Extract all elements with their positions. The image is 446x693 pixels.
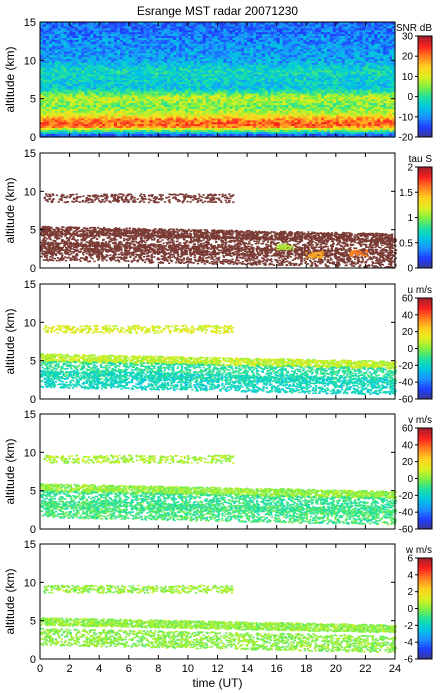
colorbar-tick-label: 0 [407,92,413,103]
SNR-colorbar-label: SNR dB [396,23,432,34]
w-colorbar-label: w m/s [405,545,432,556]
SNR-heatmap [40,22,396,138]
colorbar-tick-label: 20 [402,457,414,468]
y-tick-label: 0 [30,132,36,144]
v-heatmap [40,455,397,526]
tau-heatmap [40,193,397,268]
u-heatmap [40,325,397,395]
colorbar-tick-label: 20 [402,327,414,338]
colorbar-tick-label: 1.5 [399,188,413,199]
colorbar-tick-label: -2 [404,621,413,632]
colorbar-tick-label: -40 [399,378,414,389]
y-tick-label: 15 [24,148,36,160]
x-tick-label: 20 [330,663,342,675]
colorbar-tick-label: -6 [404,655,413,666]
tau-colorbar-label: tau S [409,154,433,165]
x-axis-label: time (UT) [193,676,243,690]
y-tick-label: 15 [24,539,36,551]
y-tick-label: 5 [30,486,36,498]
y-tick-label: 15 [24,409,36,421]
colorbar-tick-label: 0 [407,344,413,355]
colorbar-tick-label: 10 [402,72,414,83]
x-tick-label: 12 [211,663,223,675]
w-heatmap [40,585,397,653]
colorbar-tick-label: 2 [407,587,413,598]
y-tick-label: 5 [30,94,36,106]
x-tick-label: 22 [359,663,371,675]
y-tick-label: 15 [24,279,36,291]
colorbar-tick-label: 20 [402,52,414,63]
x-tick-label: 10 [182,663,194,675]
y-axis-label: altitude (km) [3,308,17,374]
x-tick-label: 2 [67,663,73,675]
y-tick-label: 0 [30,654,36,666]
x-tick-label: 14 [241,663,253,675]
y-axis-label: altitude (km) [3,568,17,634]
y-axis-label: altitude (km) [3,177,17,243]
colorbar-tick-label: 0 [407,264,413,275]
colorbar-tick-label: -20 [399,361,414,372]
colorbar-tick-label: -20 [399,133,414,144]
colorbar-tick-label: 40 [402,440,414,451]
y-tick-label: 5 [30,225,36,237]
colorbar-tick-label: 0.5 [399,238,413,249]
y-tick-label: 0 [30,524,36,536]
x-tick-label: 0 [37,663,43,675]
x-tick-label: 6 [126,663,132,675]
colorbar-tick-label: -20 [399,491,414,502]
colorbar-tick-label: 0 [407,474,413,485]
colorbar-tick-label: -4 [404,638,413,649]
y-tick-label: 10 [24,577,36,589]
x-tick-label: 18 [300,663,312,675]
y-tick-label: 10 [24,447,36,459]
colorbar-tick-label: 0 [407,604,413,615]
colorbar-tick-label: -10 [399,112,414,123]
x-tick-label: 24 [389,663,401,675]
colorbar-tick-label: -40 [399,508,414,519]
y-tick-label: 15 [24,17,36,29]
y-tick-label: 10 [24,55,36,67]
y-axis-label: altitude (km) [3,438,17,504]
colorbar-tick-label: -60 [399,395,414,406]
y-tick-label: 5 [30,616,36,628]
x-tick-label: 4 [96,663,102,675]
y-tick-label: 10 [24,317,36,329]
colorbar-tick-label: 40 [402,310,414,321]
u-colorbar-label: u m/s [408,285,432,296]
x-tick-label: 16 [271,663,283,675]
y-axis-label: altitude (km) [3,46,17,112]
y-tick-label: 10 [24,186,36,198]
colorbar-tick-label: 1 [407,213,413,224]
colorbar-tick-label: -60 [399,525,414,536]
colorbar-tick-label: 4 [407,570,413,581]
y-tick-label: 0 [30,394,36,406]
v-colorbar-label: v m/s [408,415,432,426]
figure-title: Esrange MST radar 20071230 [137,4,299,18]
y-tick-label: 5 [30,356,36,368]
y-tick-label: 0 [30,263,36,275]
x-tick-label: 8 [155,663,161,675]
